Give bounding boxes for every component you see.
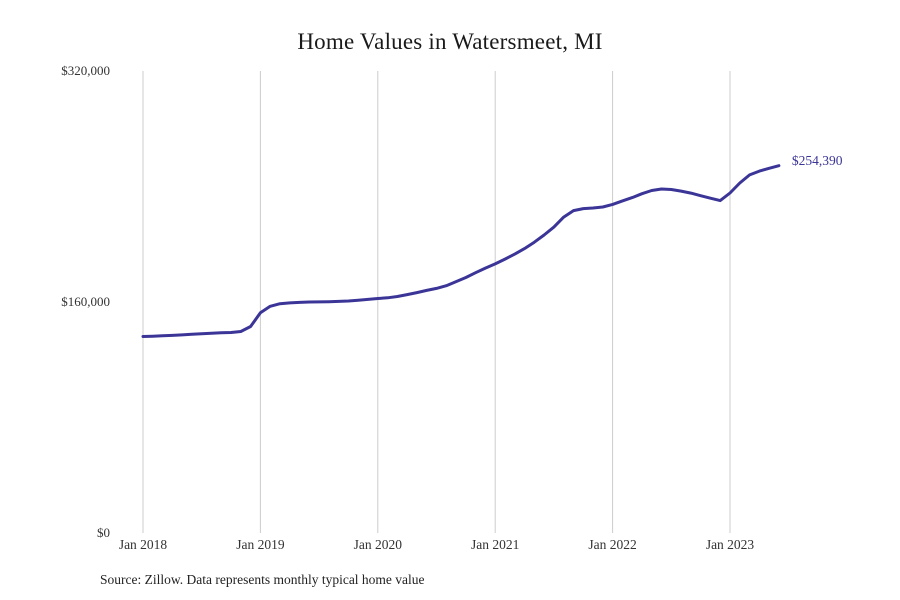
x-axis-tick-label: Jan 2021	[471, 537, 520, 552]
source-note: Source: Zillow. Data represents monthly …	[100, 572, 425, 587]
x-axis-tick-label: Jan 2018	[118, 537, 168, 552]
x-axis-tick-label: Jan 2022	[588, 537, 637, 552]
chart-title: Home Values in Watersmeet, MI	[297, 29, 603, 54]
x-axis-tick-label: Jan 2019	[236, 537, 285, 552]
y-axis-tick-label: $0	[97, 525, 110, 540]
series-line	[141, 164, 781, 338]
x-axis-tick-label: Jan 2023	[705, 537, 755, 552]
last-value-label: $254,390	[791, 152, 843, 168]
y-axis-tick-label: $320,000	[61, 63, 110, 78]
x-axis-tick-label: Jan 2020	[353, 537, 402, 552]
y-axis-tick-label: $160,000	[61, 294, 110, 309]
